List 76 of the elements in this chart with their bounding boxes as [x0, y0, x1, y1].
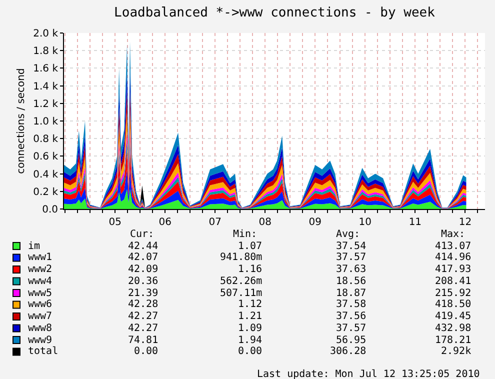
text: 562.26m	[220, 276, 262, 287]
y-tick-label: 1.0 k	[33, 116, 58, 128]
y-tick-label: 0.4 k	[33, 169, 58, 180]
text: 2.92k	[441, 346, 472, 357]
text: 507.11m	[220, 288, 262, 299]
text: 42.27	[128, 323, 158, 334]
text: 306.28	[330, 346, 366, 357]
text: 413.07	[435, 241, 472, 252]
text: 215.92	[435, 288, 472, 299]
text: 432.98	[435, 323, 472, 334]
x-tick-label: 10	[358, 217, 372, 228]
text: 42.28	[128, 299, 158, 310]
text: 418.50	[435, 299, 472, 310]
y-tick-label: 2.0 k	[33, 28, 58, 40]
legend-label: www2	[28, 264, 52, 275]
text: 1.16	[238, 264, 262, 275]
text: Min:	[233, 229, 258, 240]
text: 42.07	[128, 252, 158, 263]
legend-label: www5	[28, 288, 52, 299]
text: 42.44	[128, 241, 158, 252]
text: 42.27	[128, 311, 158, 322]
y-tick-label: 0.6 k	[33, 152, 58, 163]
legend-label: www4	[28, 276, 52, 287]
text: 37.54	[336, 241, 366, 252]
y-axis-title: connections / second	[16, 68, 28, 174]
x-tick-label: 12	[458, 217, 472, 228]
x-tick-label: 07	[208, 217, 222, 228]
legend-label: www6	[28, 299, 52, 310]
text: Last update: Mon Jul 12 13:25:05 2010	[257, 369, 480, 379]
text: 1.09	[238, 323, 262, 334]
chart-title: Loadbalanced *->www connections - by week	[114, 6, 436, 21]
text: 414.96	[435, 252, 472, 263]
x-tick-label: 09	[308, 217, 322, 228]
legend-label: www7	[28, 311, 52, 322]
text: 74.81	[128, 335, 158, 346]
text: 1.07	[238, 241, 262, 252]
text: 0.00	[134, 346, 158, 357]
text: 20.36	[128, 276, 158, 287]
text: Avg:	[336, 229, 360, 240]
text: 208.41	[435, 276, 472, 287]
text: 178.21	[435, 335, 472, 346]
text: 42.09	[128, 264, 158, 275]
x-tick-label: 11	[408, 217, 422, 228]
text: 941.80m	[220, 252, 262, 263]
text: 1.12	[238, 299, 262, 310]
x-tick-label: 06	[158, 217, 172, 228]
x-tick-label: 05	[108, 217, 122, 228]
text: 18.87	[336, 288, 366, 299]
text: 1.21	[238, 311, 262, 322]
text: Cur:	[130, 229, 154, 240]
y-tick-label: 0.2 k	[33, 186, 58, 198]
text: 419.45	[435, 311, 472, 322]
legend-label: im	[28, 241, 40, 252]
text: 37.57	[336, 252, 366, 263]
y-tick-label: 1.6 k	[33, 64, 58, 75]
y-tick-label: 0.0	[42, 204, 58, 216]
text: 417.93	[435, 264, 472, 275]
y-tick-label: 0.8 k	[33, 134, 58, 146]
text: 37.56	[336, 311, 366, 322]
text: 37.58	[336, 299, 366, 310]
text: Max:	[441, 229, 466, 240]
text: 37.63	[336, 264, 366, 275]
text: 0.00	[238, 346, 262, 357]
text: 56.95	[336, 335, 366, 346]
legend-label: www9	[28, 335, 52, 346]
x-tick-label: 08	[258, 217, 272, 228]
y-tick-label: 1.8 k	[33, 46, 58, 58]
text: 1.94	[238, 335, 262, 346]
legend-label: www8	[28, 323, 52, 334]
y-tick-label: 1.4 k	[33, 81, 58, 92]
text: 18.56	[336, 276, 366, 287]
legend-label: www1	[28, 252, 52, 263]
text: 37.57	[336, 323, 366, 334]
y-tick-label: 1.2 k	[33, 98, 58, 110]
legend-label: total	[28, 346, 58, 357]
text: 21.39	[128, 288, 158, 299]
